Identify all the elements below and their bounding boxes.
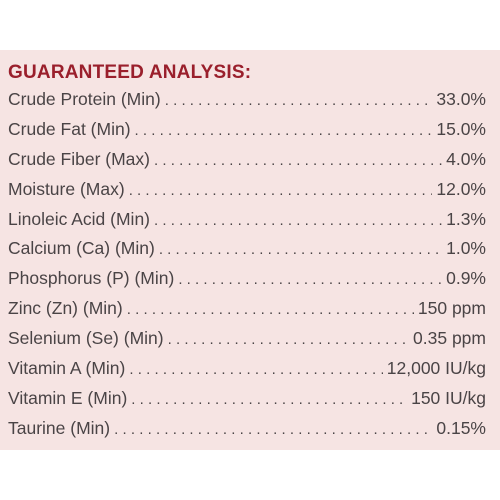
nutrient-label: Crude Fat (Min) (8, 118, 131, 139)
dot-leader: ........................................… (178, 271, 442, 289)
nutrient-value: 15.0% (436, 118, 486, 139)
nutrient-label: Moisture (Max) (8, 178, 125, 199)
dot-leader: ........................................… (128, 181, 433, 199)
nutrient-label: Calcium (Ca) (Min) (8, 238, 155, 259)
analysis-row: Calcium (Ca) (Min)......................… (8, 238, 486, 268)
analysis-list: Crude Protein (Min).....................… (8, 89, 486, 448)
nutrient-value: 12,000 IU/kg (386, 358, 486, 379)
nutrient-label: Phosphorus (P) (Min) (8, 268, 175, 289)
nutrient-value: 1.3% (446, 208, 486, 229)
nutrient-value: 150 IU/kg (411, 387, 486, 408)
nutrient-label: Selenium (Se) (Min) (8, 328, 164, 349)
dot-leader: ........................................… (129, 361, 382, 379)
nutrient-value: 12.0% (436, 178, 486, 199)
dot-leader: ........................................… (167, 331, 409, 349)
analysis-row: Crude Fat (Min).........................… (8, 119, 486, 149)
analysis-row: Zinc (Zn) (Min).........................… (8, 298, 486, 328)
dot-leader: ........................................… (114, 420, 433, 438)
nutrient-value: 4.0% (446, 148, 486, 169)
analysis-row: Vitamin E (Min).........................… (8, 388, 486, 418)
dot-leader: ........................................… (153, 151, 442, 169)
nutrient-label: Crude Fiber (Max) (8, 148, 150, 169)
dot-leader: ........................................… (154, 211, 442, 229)
analysis-row: Crude Fiber (Max).......................… (8, 149, 486, 179)
nutrient-label: Linoleic Acid (Min) (8, 208, 150, 229)
panel-heading: GUARANTEED ANALYSIS: (8, 62, 252, 83)
nutrient-label: Crude Protein (Min) (8, 89, 161, 109)
nutrient-label: Zinc (Zn) (Min) (8, 298, 123, 319)
nutrient-value: 150 ppm (417, 298, 486, 319)
nutrient-label: Taurine (Min) (8, 417, 111, 438)
dot-leader: ........................................… (131, 390, 408, 408)
nutrient-label: Vitamin A (Min) (8, 358, 126, 379)
analysis-row: Phosphorus (P) (Min)....................… (8, 268, 486, 298)
dot-leader: ........................................… (134, 121, 433, 139)
nutrient-value: 33.0% (436, 89, 486, 109)
analysis-row: Vitamin A (Min).........................… (8, 358, 486, 388)
dot-leader: ........................................… (164, 92, 433, 109)
analysis-row: Moisture (Max)..........................… (8, 179, 486, 209)
analysis-row: Crude Protein (Min).....................… (8, 89, 486, 119)
analysis-row: Linoleic Acid (Min).....................… (8, 209, 486, 239)
nutrient-label: Vitamin E (Min) (8, 387, 128, 408)
nutrient-value: 1.0% (446, 238, 486, 259)
dot-leader: ........................................… (158, 241, 442, 259)
analysis-row: Taurine (Min)...........................… (8, 418, 486, 448)
nutrient-value: 0.15% (436, 417, 486, 438)
nutrient-value: 0.9% (446, 268, 486, 289)
dot-leader: ........................................… (126, 301, 414, 319)
analysis-row: Selenium (Se) (Min).....................… (8, 328, 486, 358)
guaranteed-analysis-panel: GUARANTEED ANALYSIS: Crude Protein (Min)… (0, 50, 500, 450)
nutrient-value: 0.35 ppm (413, 328, 486, 349)
